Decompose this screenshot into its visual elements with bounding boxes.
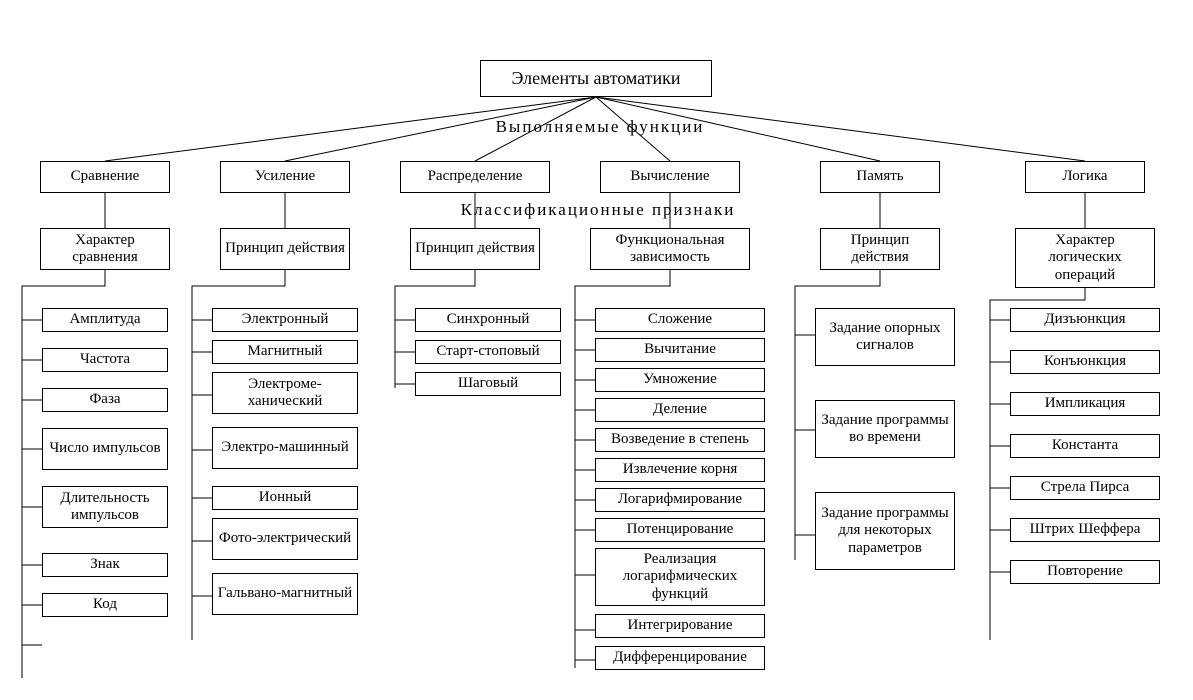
criterion-node: Принцип действия (220, 228, 350, 270)
leaf-node: Штрих Шеффера (1010, 518, 1160, 542)
leaf-node: Логарифмирование (595, 488, 765, 512)
criterion-node: Принцип действия (410, 228, 540, 270)
leaf-node: Дизъюнкция (1010, 308, 1160, 332)
criterion-node: Принцип действия (820, 228, 940, 270)
leaf-node: Сложение (595, 308, 765, 332)
leaf-node: Ионный (212, 486, 358, 510)
leaf-node: Интегрирование (595, 614, 765, 638)
function-node: Распределение (400, 161, 550, 193)
leaf-node: Умножение (595, 368, 765, 392)
leaf-node: Константа (1010, 434, 1160, 458)
function-node: Память (820, 161, 940, 193)
function-node: Усиление (220, 161, 350, 193)
leaf-node: Извлечение корня (595, 458, 765, 482)
leaf-node: Задание программы во времени (815, 400, 955, 458)
leaf-node: Возведение в степень (595, 428, 765, 452)
leaf-node: Число импульсов (42, 428, 168, 470)
leaf-node: Гальвано-магнитный (212, 573, 358, 615)
leaf-node: Частота (42, 348, 168, 372)
criterion-node: Функциональная зависимость (590, 228, 750, 270)
leaf-node: Длительность импульсов (42, 486, 168, 528)
root-node: Элементы автоматики (480, 60, 712, 97)
leaf-node: Импликация (1010, 392, 1160, 416)
section-functions-label: Выполняемые функции (430, 117, 770, 137)
leaf-node: Амплитуда (42, 308, 168, 332)
leaf-node: Задание опорных сигналов (815, 308, 955, 366)
criterion-node: Характер логических операций (1015, 228, 1155, 288)
leaf-node: Задание программы для некоторых параметр… (815, 492, 955, 570)
leaf-node: Старт-стоповый (415, 340, 561, 364)
leaf-node: Реализация логарифмических функций (595, 548, 765, 606)
leaf-node: Вычитание (595, 338, 765, 362)
leaf-node: Дифференцирование (595, 646, 765, 670)
section-criteria-label: Классификационные признаки (408, 200, 788, 220)
leaf-node: Электронный (212, 308, 358, 332)
leaf-node: Фаза (42, 388, 168, 412)
leaf-node: Знак (42, 553, 168, 577)
leaf-node: Электро-машинный (212, 427, 358, 469)
leaf-node: Фото-электрический (212, 518, 358, 560)
leaf-node: Магнитный (212, 340, 358, 364)
leaf-node: Синхронный (415, 308, 561, 332)
leaf-node: Электроме-ханический (212, 372, 358, 414)
leaf-node: Потенцирование (595, 518, 765, 542)
leaf-node: Шаговый (415, 372, 561, 396)
leaf-node: Код (42, 593, 168, 617)
leaf-node: Повторение (1010, 560, 1160, 584)
leaf-node: Деление (595, 398, 765, 422)
function-node: Логика (1025, 161, 1145, 193)
criterion-node: Характер сравнения (40, 228, 170, 270)
function-node: Сравнение (40, 161, 170, 193)
leaf-node: Конъюнкция (1010, 350, 1160, 374)
function-node: Вычисление (600, 161, 740, 193)
leaf-node: Стрела Пирса (1010, 476, 1160, 500)
